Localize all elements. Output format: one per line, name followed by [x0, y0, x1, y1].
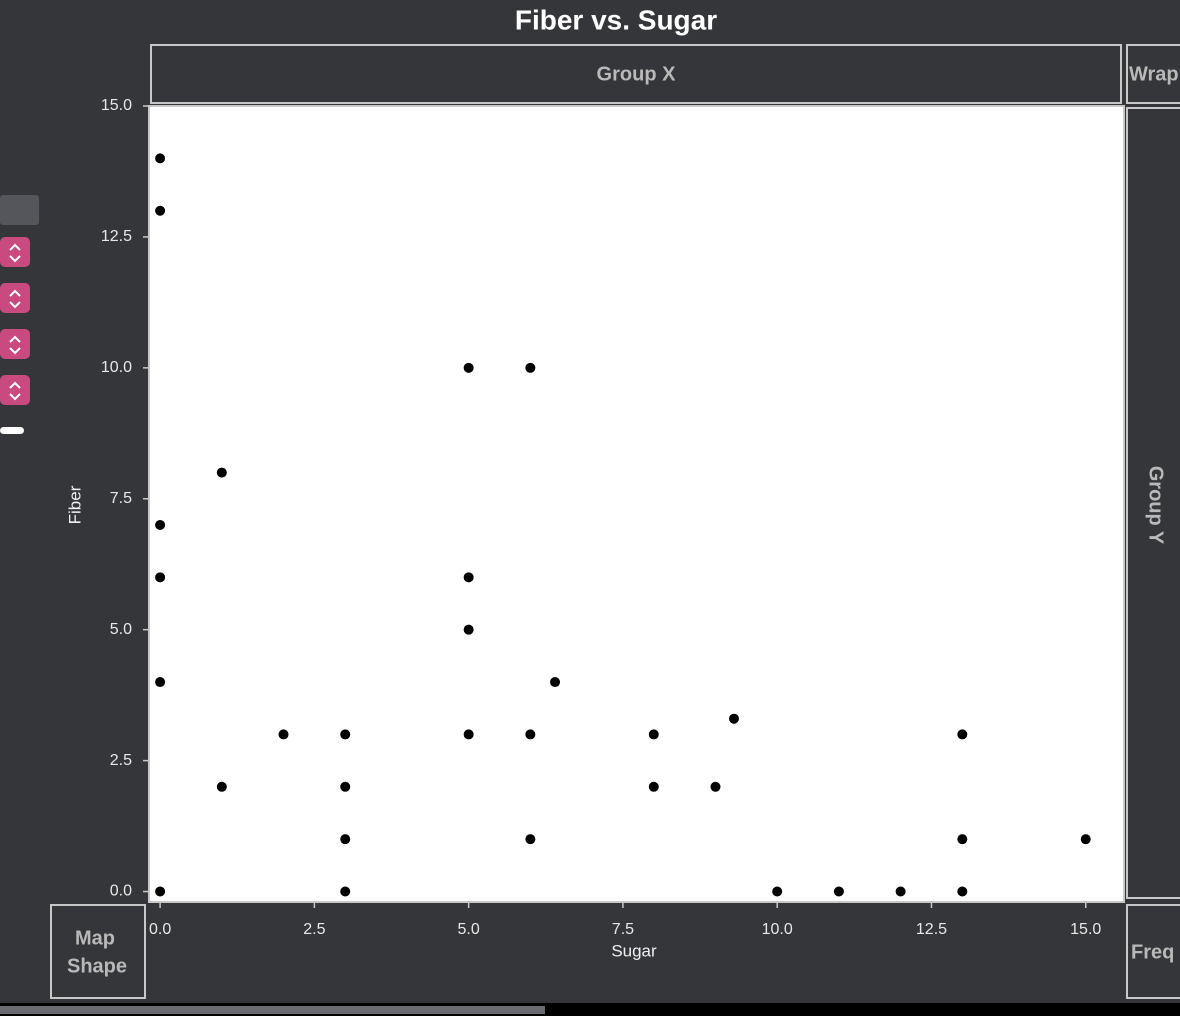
- spinner-arrows: [9, 243, 21, 401]
- data-point: [463, 362, 474, 373]
- data-point: [525, 729, 536, 740]
- scrollbar-thumb[interactable]: [0, 1006, 545, 1014]
- data-point: [155, 572, 166, 583]
- text-field[interactable]: [0, 195, 39, 225]
- spinner-buttons: [0, 237, 30, 405]
- group-y-label: Group Y: [1145, 466, 1167, 545]
- wrap-zone[interactable]: [1126, 44, 1180, 104]
- data-point: [340, 834, 351, 845]
- data-point: [216, 467, 227, 478]
- group-x-label: Group X: [597, 63, 677, 85]
- y-axis-title: Fiber: [65, 485, 84, 524]
- group-x-zone[interactable]: [150, 44, 1122, 104]
- data-point: [155, 205, 166, 216]
- data-point: [550, 677, 561, 688]
- y-tick-label: 5.0: [110, 621, 132, 638]
- data-point: [278, 729, 289, 740]
- y-tick-label: 15.0: [101, 97, 132, 114]
- spinner[interactable]: [0, 237, 30, 267]
- map-shape-label: Shape: [67, 955, 127, 977]
- data-point: [525, 362, 536, 373]
- data-point: [340, 729, 351, 740]
- y-tick-label: 2.5: [110, 752, 132, 769]
- spinner[interactable]: [0, 329, 30, 359]
- data-point: [729, 713, 739, 724]
- y-tick-label: 7.5: [110, 490, 132, 507]
- map-shape-zone[interactable]: [50, 904, 146, 999]
- x-tick-label: 5.0: [458, 921, 480, 938]
- freq-zone[interactable]: [1126, 904, 1180, 999]
- slider[interactable]: [0, 427, 24, 434]
- plot-area: [148, 105, 1125, 903]
- spinner[interactable]: [0, 375, 30, 405]
- y-tick-label: 10.0: [101, 359, 132, 376]
- data-point: [648, 781, 659, 792]
- data-point: [648, 729, 659, 740]
- y-tick-label: 12.5: [101, 228, 132, 245]
- data-point: [1080, 834, 1091, 845]
- data-point: [525, 834, 536, 845]
- data-point: [833, 886, 844, 897]
- group-y-zone[interactable]: [1126, 107, 1180, 899]
- data-point: [340, 781, 351, 792]
- data-point: [463, 624, 474, 635]
- data-point: [340, 886, 351, 897]
- data-point: [957, 886, 968, 897]
- data-point: [155, 886, 166, 897]
- x-tick-label: 7.5: [612, 921, 634, 938]
- data-point: [216, 781, 227, 792]
- data-point: [710, 781, 721, 792]
- map-shape-label: Map: [75, 927, 115, 949]
- data-point: [463, 572, 474, 583]
- x-tick-label: 12.5: [916, 921, 947, 938]
- data-point: [957, 729, 968, 740]
- x-tick-label: 10.0: [762, 921, 793, 938]
- data-point: [155, 153, 166, 164]
- data-point: [463, 729, 474, 740]
- data-point: [957, 834, 968, 845]
- spinner[interactable]: [0, 283, 30, 313]
- x-axis-title: Sugar: [611, 941, 657, 960]
- x-tick-label: 2.5: [303, 921, 325, 938]
- data-point: [155, 677, 166, 688]
- data-point: [772, 886, 783, 897]
- chart-title: Fiber vs. Sugar: [515, 4, 717, 35]
- freq-label: Freq: [1131, 941, 1174, 963]
- wrap-label: Wrap: [1129, 63, 1179, 85]
- data-point: [895, 886, 906, 897]
- x-tick-label: 0.0: [149, 921, 171, 938]
- y-tick-label: 0.0: [110, 883, 132, 900]
- x-tick-label: 15.0: [1070, 921, 1101, 938]
- data-point: [155, 519, 166, 530]
